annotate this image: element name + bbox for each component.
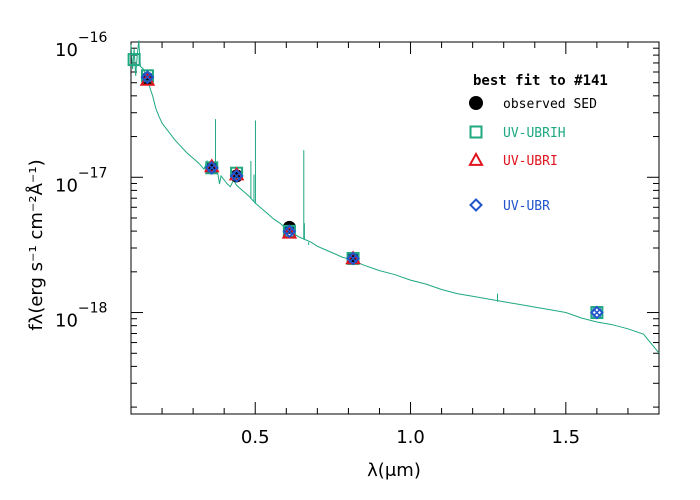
plot-frame	[130, 41, 660, 415]
data-markers	[127, 53, 604, 320]
legend-marker	[468, 151, 484, 166]
legend-items: observed SED UV-UBRIH UV-UBRI UV-UBR	[468, 96, 597, 214]
x-tick-labels: 0.5 1.0 1.5	[241, 427, 580, 448]
x-tick-label: 1.0	[396, 427, 425, 448]
x-tick-label: 1.5	[552, 427, 581, 448]
y-tick-label: 10−16	[55, 30, 108, 61]
y-axis-label: fλ(erg s⁻¹ cm⁻²Å⁻¹)	[25, 159, 47, 330]
axis-ticks	[130, 41, 660, 414]
legend-marker	[469, 125, 483, 139]
y-tick-label: 10−18	[55, 301, 107, 332]
legend-label: UV-UBRIH	[503, 126, 566, 141]
legend-label: UV-UBR	[503, 199, 550, 214]
legend-marker	[469, 198, 483, 212]
data-point	[346, 251, 360, 266]
legend-label: UV-UBRI	[503, 154, 558, 169]
data-point	[127, 53, 141, 67]
legend: best fit to #141 observed SED UV-UBRIH UV-…	[468, 73, 608, 214]
data-point	[229, 169, 244, 183]
legend-marker	[469, 96, 483, 110]
data-point	[589, 305, 604, 320]
cross-marker	[348, 253, 358, 263]
x-axis-label: λ(μm)	[367, 460, 421, 481]
cross-marker	[284, 226, 294, 236]
data-point	[140, 70, 155, 85]
legend-title: best fit to #141	[473, 73, 608, 89]
spectrum-line	[130, 40, 660, 354]
y-tick-labels: 10−16 10−17 10−18	[55, 30, 108, 332]
data-point	[282, 224, 297, 239]
x-tick-label: 0.5	[241, 427, 270, 448]
data-point	[204, 160, 219, 175]
cross-marker	[232, 171, 242, 181]
model-spectrum	[130, 40, 660, 354]
legend-label: observed SED	[503, 97, 597, 112]
cross-marker	[142, 72, 152, 82]
y-tick-label: 10−17	[55, 165, 107, 196]
cross-marker	[592, 308, 602, 318]
cross-marker	[207, 163, 217, 173]
